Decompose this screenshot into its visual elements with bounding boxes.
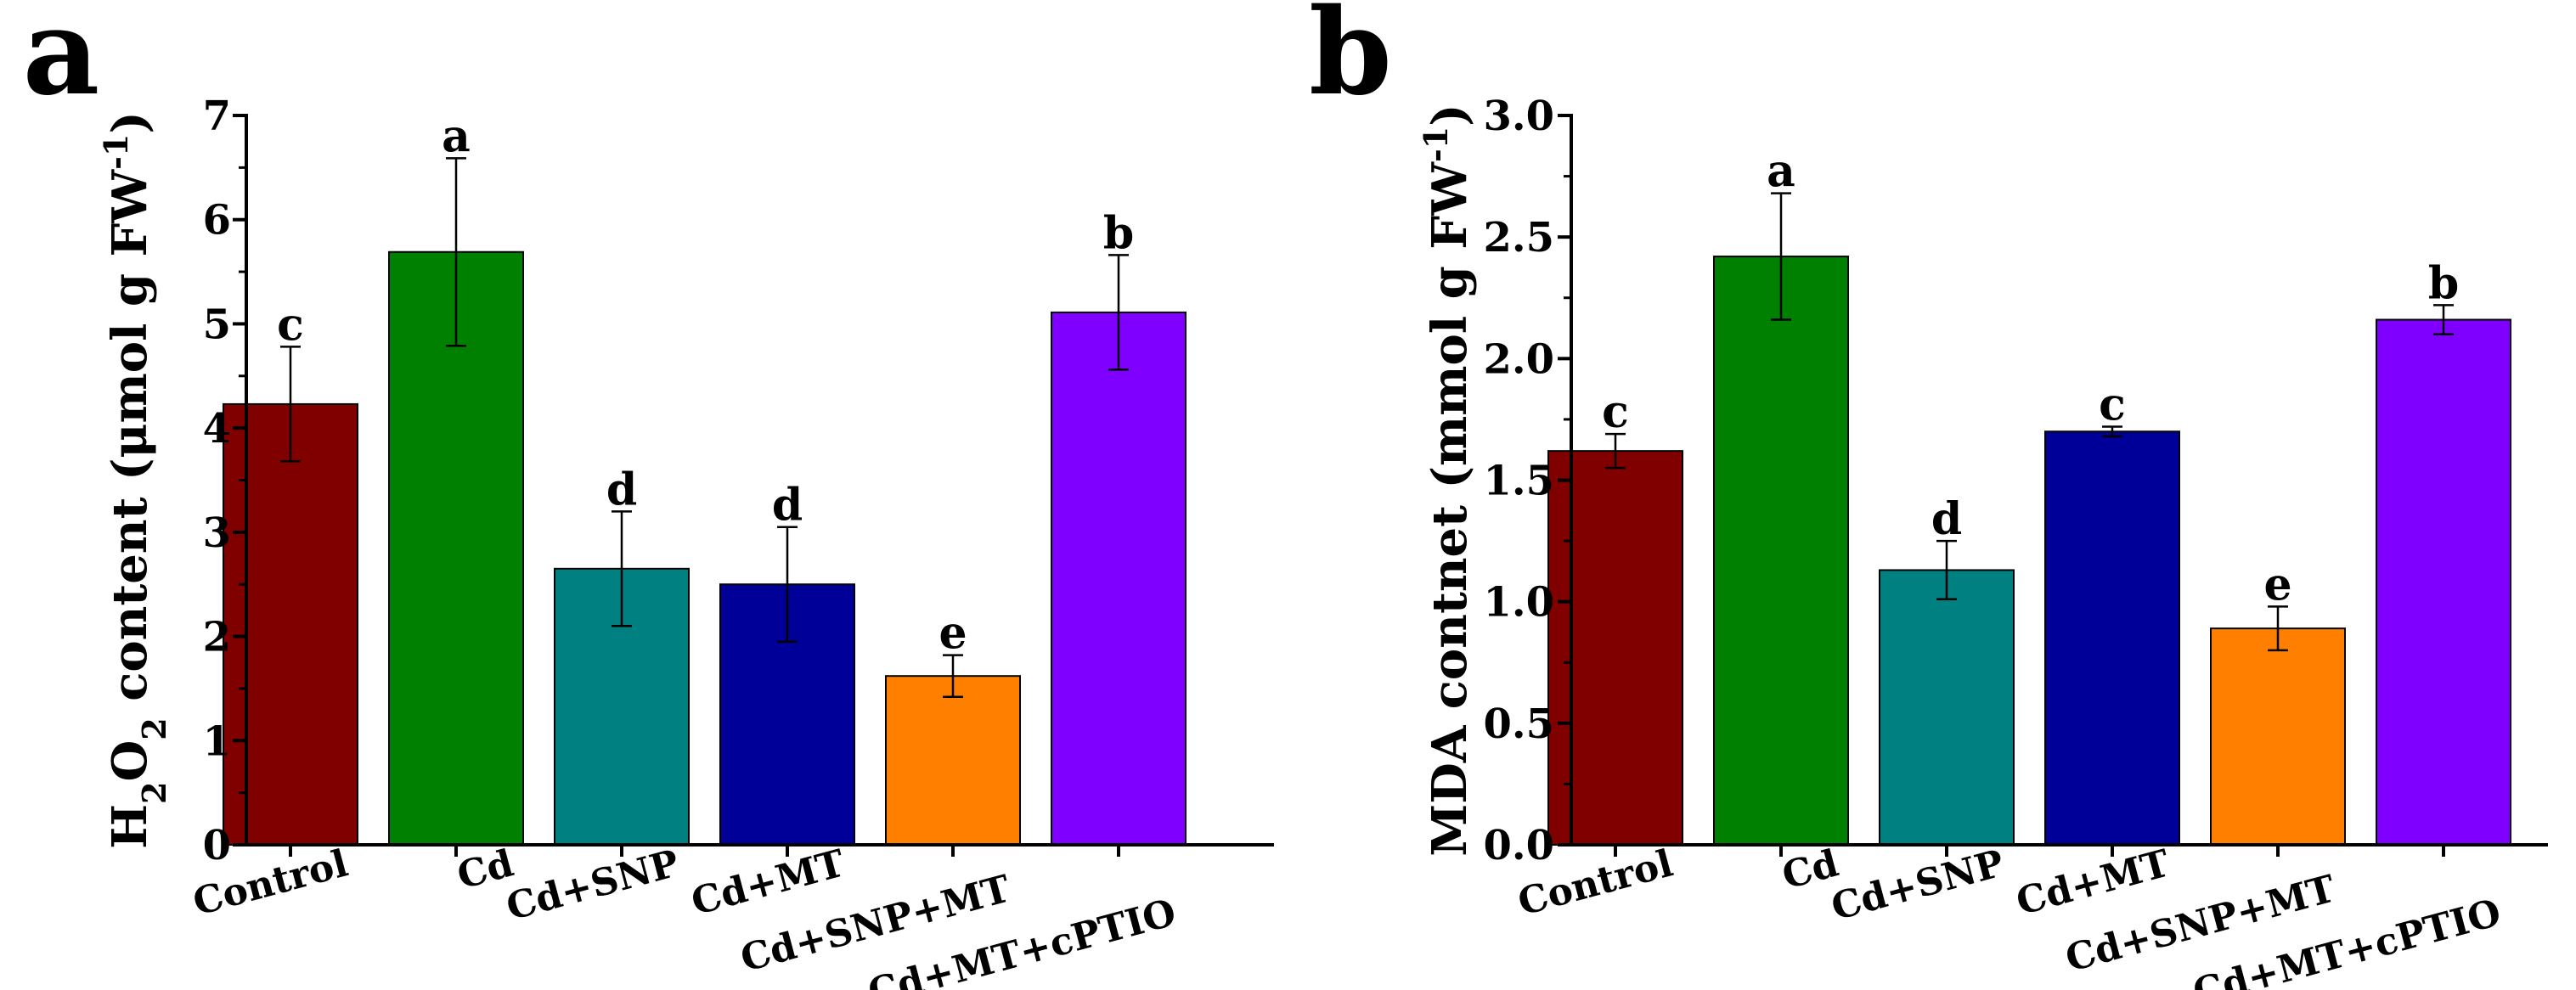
error-bar-Cd+SNP [1936,539,1957,601]
bar-Cd+SNP [1879,569,2015,847]
y-tick-label: 7 [203,93,231,140]
significance-label: b [2428,257,2459,309]
y-tick-label: 2 [203,614,231,661]
bar-Cd+MT+cPTIO [2376,318,2511,846]
error-bar-Cd+MT [2102,425,2122,438]
y-axis-title: H2O2 content (μmol g FW-1) [97,111,173,849]
y-tick-label: 4 [203,405,231,453]
significance-label: e [939,608,967,660]
x-tick-label: Cd+SNP [502,841,684,929]
y-tick-label: 1 [203,717,231,765]
error-bar-Cd [446,157,466,347]
bar-Cd+SNP+MT [885,675,1021,847]
significance-label: d [1931,493,1962,545]
significance-label: b [1103,207,1134,259]
significance-label: d [606,464,637,515]
y-tick-label: 0 [203,822,231,869]
x-tick-label: Cd+SNP [1827,841,2009,929]
bar-Cd [388,250,524,846]
y-tick-label: 6 [203,197,231,245]
error-bar-Cd+MT+cPTIO [1108,254,1129,371]
y-tick-label: 0.0 [1483,822,1554,869]
y-tick-label: 5 [203,301,231,348]
error-bar-Cd+MT+cPTIO [2433,304,2454,335]
y-tick-label: 3 [203,509,231,557]
significance-label: c [277,299,304,351]
significance-label: c [1602,386,1629,438]
error-bar-Control [280,346,301,463]
bar-Cd+MT [2044,430,2180,846]
x-tick-label: Cd+MT [2012,841,2174,924]
significance-label: a [442,110,471,162]
x-tick-label: Cd+MT [687,841,849,924]
error-bar-Cd [1771,192,1791,321]
error-bar-Control [1605,432,1626,470]
bar-Cd+MT+cPTIO [1051,311,1187,846]
y-tick-label: 0.5 [1483,700,1554,748]
bar-Control [223,402,358,846]
significance-label: c [2099,380,2126,431]
error-bar-Cd+SNP+MT [943,654,963,698]
error-bar-Cd+SNP+MT [2268,605,2288,652]
panel-label: a [23,0,100,122]
error-bar-Cd+SNP [612,510,632,627]
y-tick-label: 2.5 [1483,214,1554,262]
bar-Control [1547,450,1683,846]
panel-label: b [1309,0,1392,122]
y-tick-label: 3.0 [1483,93,1554,140]
y-tick-label: 2.0 [1483,335,1554,383]
significance-label: e [2263,559,2291,610]
y-tick-label: 1.5 [1483,458,1554,505]
significance-label: d [772,480,803,532]
bar-Cd+SNP+MT [2210,627,2346,846]
y-axis-title: MDA contnet (mmol g FW-1) [1417,104,1479,856]
error-bar-Cd+MT [777,526,798,643]
significance-label: a [1767,146,1795,198]
y-tick-label: 1.0 [1483,579,1554,627]
bar-Cd [1713,256,1849,847]
